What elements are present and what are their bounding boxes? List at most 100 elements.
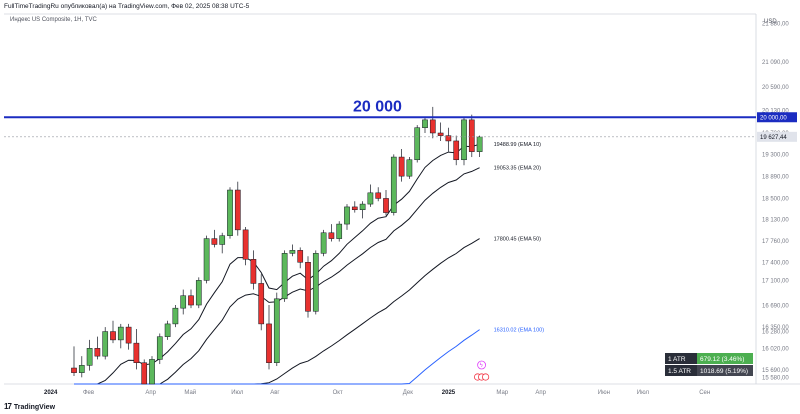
candle-body [86,348,93,366]
candle-body [94,348,101,357]
ema-label-100: 16310.02 (EMA 100) [494,328,545,334]
candle-body [242,229,249,260]
candle-body [273,298,280,363]
event-dividend-icon[interactable] [481,373,490,381]
candle-body [305,262,311,312]
x-tick-label: Июл [231,390,244,396]
y-tick-label: 17 760,00 [762,239,789,245]
candle-body [390,156,397,213]
x-tick-label: Окт [333,390,343,396]
last-price-label: 19 627,44 [760,135,787,141]
level-axis-tag [757,112,797,123]
candle-body [110,331,116,341]
candle-body [102,331,109,357]
y-tick-label: 21 880,00 [762,22,789,28]
candle-body [149,359,155,385]
x-tick-label: Июн [598,390,610,396]
candle-body [320,232,327,254]
x-tick-label: Апр [535,390,546,396]
publisher-line: FullTimeTradingRu опубликовал(а) на Trad… [4,3,250,10]
y-tick-label: 15 690,00 [762,368,789,374]
y-tick-label: 21 090,00 [762,60,789,66]
x-tick-label: 2025 [442,390,456,396]
candle-body [203,238,210,281]
candle-body [437,132,444,136]
x-tick-label: 2024 [44,390,58,396]
candle-body [422,119,428,128]
candle-body [289,250,296,254]
candle-body [195,280,202,306]
x-tick-label: Дек [403,390,413,396]
ema-label-50: 17800.45 (EMA 50) [494,237,542,243]
currency-label: USD [764,19,777,25]
candle-body [336,223,343,239]
candle-body [164,323,171,337]
atr-value-cell [697,365,753,376]
candle-body [250,259,257,284]
atr-name-cell [665,353,697,364]
x-tick-label: Мар [496,390,508,396]
level-axis-label: 20 000,00 [760,115,787,121]
y-tick-label: 17 100,00 [762,278,789,284]
x-tick-label: Сен [699,390,710,396]
candle-body [258,283,265,325]
brand-label: TradingView [13,404,56,411]
candle-body [375,192,382,199]
candle-body [78,365,85,373]
candle-body [312,253,319,312]
candle-body [476,136,483,152]
y-tick-label: 19 300,00 [762,152,789,158]
y-tick-label: 18 130,00 [762,217,789,223]
candle-body [141,362,148,385]
candle-body [172,307,179,325]
ema-label-10: 19488.99 (EMA 10) [494,142,542,148]
candle-body [281,253,288,300]
x-tick-label: Авг [270,390,280,396]
tradingview-footer: 17 TradingView [4,402,55,411]
atr-name: 1 ATR [668,356,686,363]
candle-body [406,159,413,177]
candle-body [227,189,233,236]
candle-body [445,135,452,142]
atr-name-cell [665,365,697,376]
candle-body [468,119,475,152]
candle-body [188,295,194,306]
candle-body [453,140,460,161]
candle-body [211,238,218,245]
y-tick-label: 17 400,00 [762,260,789,266]
candle-body [219,235,226,245]
y-tick-label: 16 280,00 [762,330,789,336]
y-tick-label: 15 580,00 [762,375,789,381]
candle-body [367,192,374,205]
candle-body [71,367,77,373]
candle-body [234,189,241,231]
candle-body [117,326,124,341]
candle-body [414,127,421,161]
candle-body [383,198,389,213]
y-tick-label: 20 590,00 [762,85,789,91]
x-tick-label: Июл [637,390,650,396]
candle-body [133,342,140,363]
symbol-line: Индекс US Composite, 1Н, TVC [10,17,97,23]
event-flash-icon[interactable] [477,360,487,370]
level-20000-text: 20 000 [353,98,402,115]
atr-name: 1.5 ATR [668,368,691,375]
atr-value-cell [697,353,753,364]
event-flash-glyph: ϟ [480,363,484,369]
candle-body [344,206,350,225]
y-tick-label: 16 350,00 [762,325,789,331]
candle-body [398,156,405,177]
x-tick-label: Май [184,389,196,396]
candle-body [266,323,272,363]
candle-body [429,119,436,134]
candle-body [359,203,366,211]
x-tick-label: Фев [83,390,94,396]
x-tick-label: Апр [145,390,156,396]
candle-body [156,336,163,360]
atr-value: 1018.69 (5.19%) [700,368,748,375]
candle-body [180,295,187,309]
candle-body [351,206,358,211]
candle-body [125,326,132,344]
